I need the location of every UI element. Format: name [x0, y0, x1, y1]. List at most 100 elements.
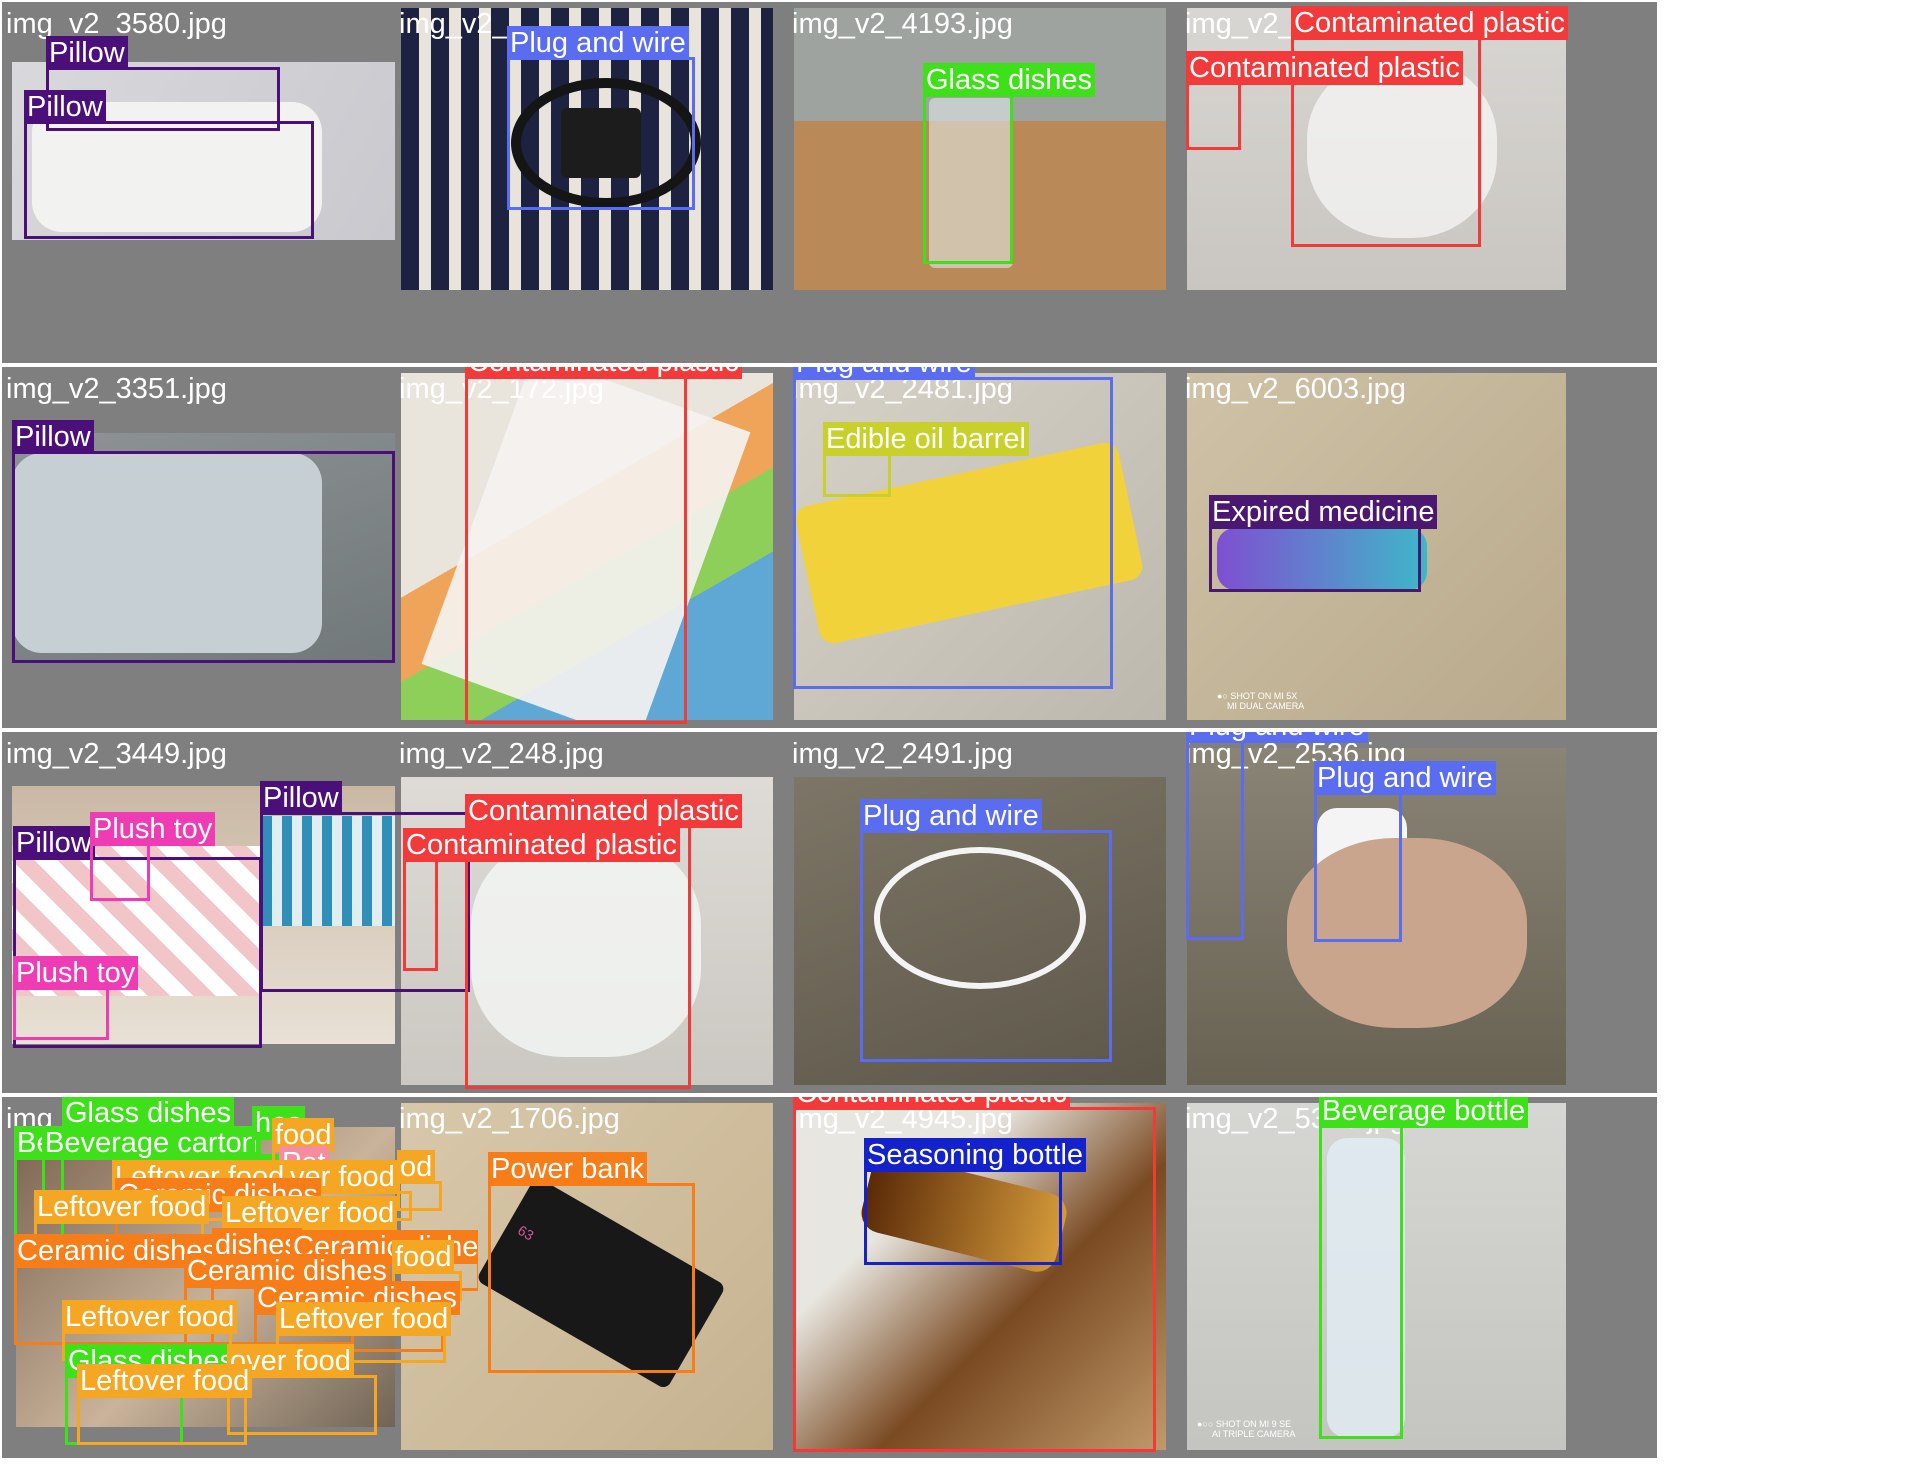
plastic-bag	[471, 837, 701, 1057]
watermark-line: AI TRIPLE CAMERA	[1212, 1429, 1296, 1439]
bbox-label: Glass dishes	[62, 1097, 235, 1130]
bbox-leftover-food[interactable]: Leftover food	[77, 1364, 253, 1445]
bbox-label: Beverage bottle	[1319, 1097, 1529, 1128]
bbox-plush-toy[interactable]: Plush toy	[90, 812, 216, 901]
bbox-contaminated-plastic[interactable]: Contaminated plastic	[465, 367, 742, 724]
bbox-label: Beverage carton	[42, 1126, 261, 1160]
bbox-label: Leftover food	[34, 1190, 210, 1224]
bbox-contaminated-plastic[interactable]: Contaminated plastic	[793, 1097, 1156, 1452]
bbox-contaminated-plastic[interactable]: Contaminated plastic	[1186, 51, 1463, 150]
bbox-leftover-food[interactable]: od	[397, 1150, 442, 1211]
bbox-pillow[interactable]: Pillow	[260, 781, 470, 992]
filename: img_v2_3449.jpg	[6, 738, 227, 770]
filename: img_v2_2	[1185, 8, 1311, 40]
pillow-shape	[12, 453, 322, 653]
bbox-label: Pillow	[24, 90, 106, 124]
bbox-contaminated-plastic[interactable]: Contaminated plastic	[1291, 6, 1568, 247]
glass-shape	[929, 98, 1013, 268]
bbox-pillow[interactable]: Pillow	[12, 420, 395, 663]
watermark-line: SHOT ON MI 9 SE	[1215, 1419, 1292, 1429]
filename: img_v2_1706.jpg	[399, 1103, 620, 1135]
bbox-contaminated-plastic[interactable]: Contaminated plastic	[403, 828, 680, 971]
bbox-label: Pillow	[260, 781, 342, 815]
bbox-label: Contaminated plastic	[465, 367, 742, 379]
tile-plug-2536[interactable]: img_v2_2536.jpg Plug and wire Plug and w…	[1181, 732, 1657, 1093]
photo	[1187, 748, 1566, 1085]
bbox-leftover-food[interactable]: Leftover food	[276, 1302, 452, 1363]
tile-pillow-3449[interactable]: img_v2_3449.jpg Pillow Plush toy Pillow …	[2, 732, 478, 1093]
bbox-label: Seasoning bottle	[864, 1138, 1087, 1172]
bbox-beverage-carton[interactable]: Beverage carton	[42, 1126, 292, 1197]
bbox-glass-dishes[interactable]: Glass dishes	[923, 63, 1096, 264]
bbox-label: Plug and wire	[1314, 761, 1496, 795]
filename: img_v2_	[399, 8, 509, 40]
bbox-seasoning-bottle[interactable]: Seasoning bottle	[864, 1138, 1087, 1265]
bbox-label: ver food	[287, 1160, 398, 1194]
bbox-label: Plush toy	[90, 812, 216, 846]
bbox-plug-and-wire[interactable]: Plug and wire	[793, 367, 1113, 689]
bbox-contaminated-plastic[interactable]: Contaminated plastic	[465, 794, 742, 1089]
bbox-label: Pillow	[13, 826, 95, 860]
photo	[401, 373, 773, 720]
bbox-label: Contaminated plastic	[1186, 51, 1463, 85]
bbox-plug-and-wire[interactable]: Plug and wire	[860, 799, 1112, 1062]
bbox-label: Glass dishes	[923, 63, 1096, 97]
bottle-shape	[1327, 1138, 1405, 1438]
bbox-pillow[interactable]: Pillow	[24, 90, 314, 239]
watermark-line: MI DUAL CAMERA	[1227, 701, 1305, 711]
bbox-label: Plush toy	[13, 956, 139, 990]
photo	[794, 8, 1166, 290]
bbox-label: Pillow	[12, 420, 94, 454]
white-cable	[874, 847, 1086, 989]
bbox-leftover-food[interactable]: Leftover food	[222, 1196, 398, 1257]
photo: ●○ SHOT ON MI 5X MI DUAL CAMERA	[1187, 373, 1566, 720]
medicine-tube	[1217, 528, 1427, 590]
bbox-label: Contaminated plastic	[465, 794, 742, 828]
bbox-label: Leftover food	[62, 1300, 238, 1334]
bbox-label: Plug and wire	[860, 799, 1042, 833]
filename: img_v2_2491.jpg	[792, 738, 1013, 770]
bbox-plush-toy[interactable]: Plush toy	[13, 956, 139, 1040]
bbox-plug-and-wire[interactable]: Plug and wire	[1314, 761, 1496, 942]
tile-beverage-bottle[interactable]: ●○○ SHOT ON MI 9 SE AI TRIPLE CAMERA img…	[1181, 1097, 1657, 1458]
cable-coil	[511, 78, 701, 208]
bbox-leftover-food[interactable]: food	[392, 1240, 462, 1301]
bbox-label: Power bank	[488, 1152, 648, 1186]
bbox-edible-oil-barrel[interactable]: Edible oil barrel	[823, 422, 1029, 497]
tile-pillow-3351[interactable]: img_v2_3351.jpg Pillow	[2, 367, 478, 728]
bbox-label: Leftover food	[276, 1302, 452, 1336]
hand	[1287, 838, 1527, 1028]
tile-medicine[interactable]: ●○ SHOT ON MI 5X MI DUAL CAMERA img_v2_6…	[1181, 367, 1657, 728]
bbox-beverage-bottle[interactable]: Beverage bottle	[1319, 1097, 1529, 1439]
photo: ●○○ SHOT ON MI 9 SE AI TRIPLE CAMERA	[1187, 1103, 1566, 1450]
bbox-label: Edible oil barrel	[823, 422, 1029, 456]
camera-watermark: ●○ SHOT ON MI 5X MI DUAL CAMERA	[1217, 691, 1305, 711]
filename: img_v2_3580.jpg	[6, 8, 227, 40]
plastic-bag	[1307, 58, 1497, 238]
bbox-label: Leftover food	[222, 1196, 398, 1230]
bbox-label: od	[397, 1150, 436, 1184]
bbox-pillow[interactable]: Pillow	[46, 36, 280, 131]
bbox-label: Expired medicine	[1209, 495, 1438, 529]
bbox-ceramic-dishes[interactable]: Ceramic dishes	[14, 1234, 220, 1345]
bbox-label: Leftover food	[77, 1364, 253, 1398]
filename: img_v2_248.jpg	[399, 738, 604, 770]
camera-watermark: ●○○ SHOT ON MI 9 SE AI TRIPLE CAMERA	[1197, 1419, 1296, 1439]
bbox-leftover-food[interactable]: Leftover food	[34, 1190, 210, 1251]
bbox-label: food	[392, 1240, 455, 1274]
bbox-label: Contaminated plastic	[403, 828, 680, 862]
bbox-expired-medicine[interactable]: Expired medicine	[1209, 495, 1438, 592]
bbox-label: Plug and wire	[507, 26, 689, 60]
bbox-plug-and-wire[interactable]: Plug and wire	[1186, 732, 1368, 940]
watermark-line: SHOT ON MI 5X	[1230, 691, 1298, 701]
bbox-label: Ceramic dishes	[14, 1234, 220, 1268]
bbox-plug-and-wire[interactable]: Plug and wire	[507, 26, 695, 210]
bbox-power-bank[interactable]: Power bank	[488, 1152, 695, 1373]
charger	[561, 108, 641, 178]
bbox-label: Plug and wire	[793, 367, 975, 380]
tile-plastic-a[interactable]: img_v2_2 Contaminated plastic Contaminat…	[1181, 2, 1657, 363]
filename: img_v2_3351.jpg	[6, 373, 227, 405]
tile-food-collage[interactable]: img Glass dishes Be Beverage carton hes …	[2, 1097, 478, 1458]
filename: img_v2_4193.jpg	[792, 8, 1013, 40]
